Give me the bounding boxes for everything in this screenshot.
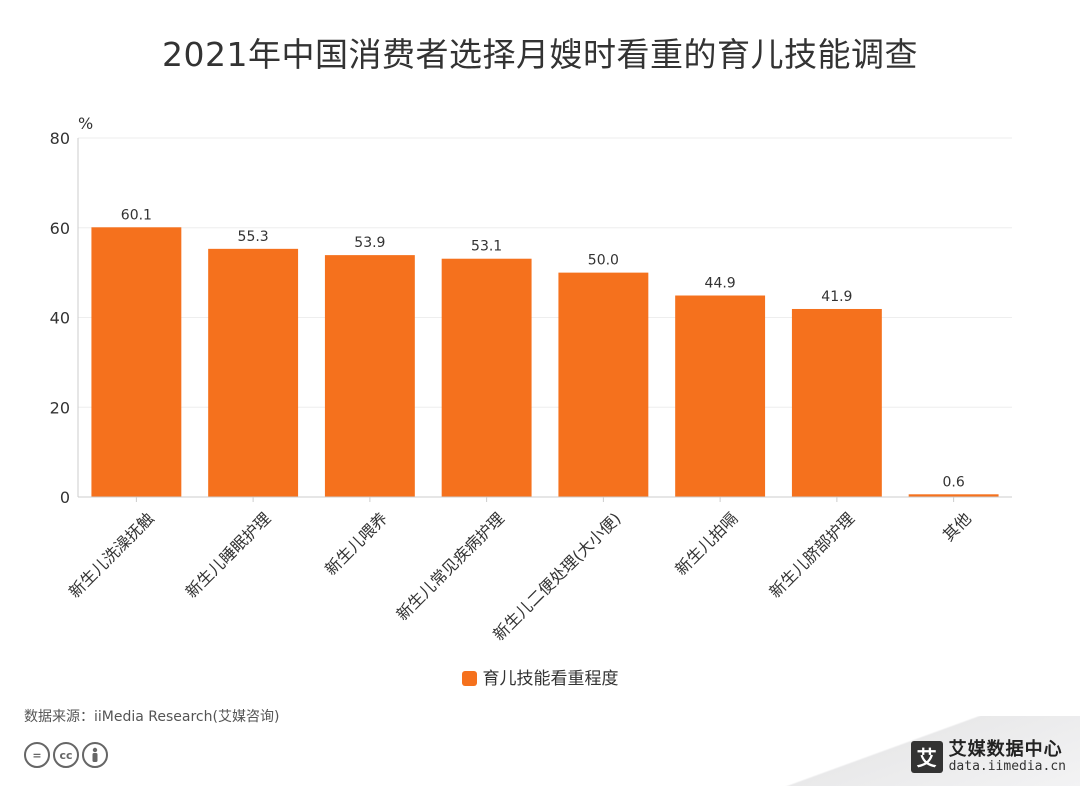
- y-tick-label-3: 60: [50, 219, 70, 238]
- y-tick-label-1: 20: [50, 398, 70, 417]
- y-tick-label-4: 80: [50, 129, 70, 148]
- bar-5: [675, 295, 766, 497]
- data-label-6: 41.9: [821, 289, 852, 305]
- chart-title: 2021年中国消费者选择月嫂时看重的育儿技能调查: [162, 35, 918, 74]
- bar-0: [91, 227, 182, 497]
- data-label-7: 0.6: [942, 474, 964, 490]
- brand-url: data.iimedia.cn: [948, 758, 1066, 774]
- bars: 60.1 55.3 53.9 53.1 50.0 44.9 41.9 0.6: [91, 207, 999, 497]
- license-icons: = cc: [24, 742, 108, 768]
- bar-2: [324, 255, 415, 497]
- brand-logo[interactable]: 艾 艾媒数据中心 data.iimedia.cn: [910, 738, 1066, 774]
- bar-chart: 0 20 40 60 80 % 60.1 55.3 53.9 53.1 50.0 44.9 41.9…: [50, 114, 1012, 644]
- bar-3: [441, 258, 532, 497]
- data-label-2: 53.9: [354, 235, 385, 251]
- bar-4: [558, 272, 649, 497]
- bar-6: [791, 308, 882, 497]
- data-label-4: 50.0: [588, 253, 619, 269]
- y-unit-label: %: [78, 114, 93, 133]
- y-axis: 0 20 40 60 80: [50, 129, 79, 507]
- x-tick-label-4: 新生儿二便处理(大小便): [489, 509, 624, 644]
- data-label-0: 60.1: [121, 207, 152, 223]
- x-axis: 新生儿洗澡抚触 新生儿睡眠护理 新生儿喂养 新生儿常见疾病护理新生儿二便处理(大小便)…: [65, 496, 1012, 644]
- cc-icon: cc: [53, 742, 79, 768]
- cc-by-icon: [82, 742, 108, 768]
- x-tick-label-7: 其他: [939, 509, 975, 545]
- legend-swatch: [461, 671, 477, 686]
- x-tick-label-1: 新生儿睡眠护理: [182, 509, 275, 602]
- x-tick-label-6: 新生儿脐部护理: [766, 509, 859, 602]
- data-label-1: 55.3: [238, 229, 269, 245]
- x-tick-label-0: 新生儿洗澡抚触: [65, 509, 158, 602]
- legend-label: 育儿技能看重程度: [482, 669, 619, 689]
- bar-1: [208, 248, 299, 497]
- legend[interactable]: 育儿技能看重程度: [0, 664, 1080, 689]
- x-tick-label-3: 新生儿常见疾病护理: [393, 509, 508, 624]
- bar-7: [908, 494, 999, 497]
- y-tick-label-0: 0: [60, 488, 70, 507]
- y-tick-label-2: 40: [50, 309, 70, 328]
- brand-mark: 艾: [910, 740, 943, 773]
- brand-name: 艾媒数据中心: [948, 738, 1063, 760]
- source-note: 数据来源：iiMedia Research(艾媒咨询): [24, 709, 280, 725]
- data-label-3: 53.1: [471, 239, 502, 255]
- x-tick-label-5: 新生儿拍嗝: [671, 509, 741, 579]
- data-label-5: 44.9: [705, 276, 736, 292]
- cc-equal-icon: =: [24, 742, 50, 768]
- x-tick-label-2: 新生儿喂养: [321, 509, 391, 579]
